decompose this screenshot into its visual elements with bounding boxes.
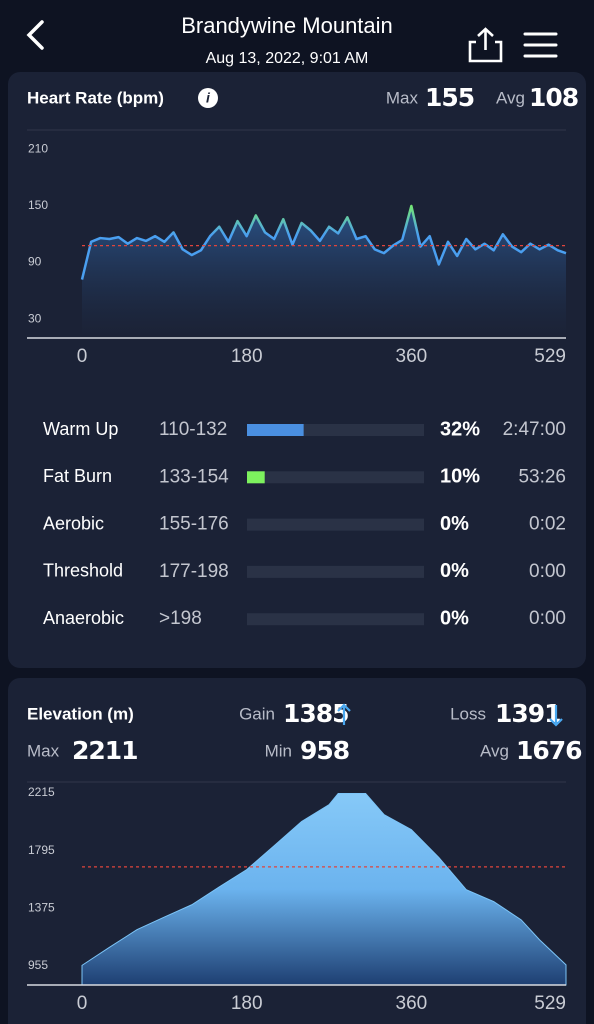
stat-label: Avg bbox=[480, 741, 509, 760]
zone-name: Warm Up bbox=[43, 419, 118, 439]
loss-arrow bbox=[549, 705, 563, 727]
zone-name: Anaerobic bbox=[43, 608, 124, 628]
stat-label: Avg bbox=[496, 88, 525, 107]
zone-time: 0:00 bbox=[529, 561, 566, 582]
stat-value: 1391 bbox=[495, 699, 561, 728]
zone-percent: 0% bbox=[440, 607, 469, 629]
y-tick-label: 1795 bbox=[28, 843, 55, 857]
zone-track bbox=[247, 471, 424, 484]
zone-name: Fat Burn bbox=[43, 466, 112, 486]
zone-range: 110-132 bbox=[159, 419, 227, 440]
x-tick-label: 180 bbox=[231, 346, 263, 367]
title: Brandywine Mountain bbox=[181, 13, 393, 38]
stat-value: 2211 bbox=[72, 736, 138, 765]
area bbox=[81, 793, 567, 986]
y-tick-label: 2215 bbox=[28, 785, 55, 799]
zone-time: 2:47:00 bbox=[503, 419, 566, 440]
subtitle: Aug 13, 2022, 9:01 AM bbox=[206, 50, 369, 67]
zone-name: Aerobic bbox=[43, 513, 104, 533]
y-tick-label: 90 bbox=[28, 255, 42, 269]
zone-range: 155-176 bbox=[159, 514, 229, 535]
y-tick-label: 150 bbox=[28, 198, 48, 212]
x-tick-label: 180 bbox=[231, 993, 263, 1014]
stat-value: 1676 bbox=[516, 736, 582, 765]
card-title: Elevation (m) bbox=[27, 704, 134, 723]
zone-track bbox=[247, 565, 424, 578]
y-tick-label: 1375 bbox=[28, 900, 55, 914]
y-tick-label: 955 bbox=[28, 958, 48, 972]
zone-name: Threshold bbox=[43, 561, 123, 581]
x-tick-label: 529 bbox=[534, 346, 566, 367]
x-tick-label: 360 bbox=[396, 346, 428, 367]
zone-time: 0:02 bbox=[529, 514, 566, 535]
svg-text:i: i bbox=[206, 90, 211, 106]
line-area bbox=[82, 206, 566, 338]
y-tick-label: 210 bbox=[28, 142, 48, 156]
x-tick-label: 0 bbox=[77, 993, 88, 1014]
zone-time: 53:26 bbox=[518, 466, 566, 487]
share-button[interactable] bbox=[468, 27, 503, 63]
zone-range: 133-154 bbox=[159, 466, 229, 487]
stat-label: Gain bbox=[239, 704, 275, 723]
stat-label: Max bbox=[386, 88, 419, 107]
card-title: Heart Rate (bpm) bbox=[27, 88, 164, 107]
stat-label: Min bbox=[265, 741, 292, 760]
zone-percent: 10% bbox=[440, 466, 480, 488]
x-tick-label: 360 bbox=[396, 993, 428, 1014]
zone-bar bbox=[247, 424, 304, 436]
stat-label: Loss bbox=[450, 704, 486, 723]
zone-percent: 0% bbox=[440, 560, 469, 582]
zone-range: >198 bbox=[159, 608, 202, 629]
zone-track bbox=[247, 518, 424, 531]
y-tick-label: 30 bbox=[28, 311, 42, 325]
zone-time: 0:00 bbox=[529, 608, 566, 629]
gain-arrow bbox=[337, 703, 351, 725]
menu-button[interactable] bbox=[523, 32, 558, 58]
stat-value: 155 bbox=[425, 83, 474, 112]
line bbox=[80, 204, 567, 280]
info-icon[interactable]: i bbox=[198, 88, 218, 108]
zone-percent: 0% bbox=[440, 513, 469, 535]
back-button[interactable] bbox=[26, 20, 44, 50]
x-tick-label: 0 bbox=[77, 346, 88, 367]
zone-range: 177-198 bbox=[159, 561, 229, 582]
zone-bar bbox=[247, 471, 265, 484]
stat-label: Max bbox=[27, 741, 60, 760]
heart-rate-card bbox=[8, 72, 586, 668]
header: Brandywine Mountain Aug 13, 2022, 9:01 A… bbox=[26, 13, 558, 67]
stat-value: 108 bbox=[529, 83, 578, 112]
x-tick-label: 529 bbox=[534, 993, 566, 1014]
zone-track bbox=[247, 613, 424, 626]
zone-percent: 32% bbox=[440, 418, 480, 440]
stat-value: 958 bbox=[300, 736, 349, 765]
stat-value: 1385 bbox=[283, 699, 349, 728]
